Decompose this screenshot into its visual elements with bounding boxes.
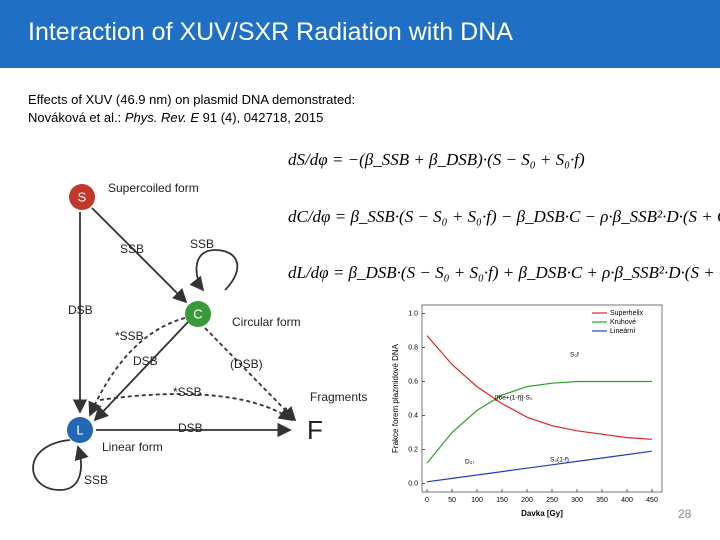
authors: Nováková et al.: — [28, 110, 125, 125]
node-label: S — [78, 189, 87, 204]
equation: dC/dφ = β_SSB·(S − S₀ + S₀·f) − β_DSB·C … — [288, 207, 720, 226]
plot-frame — [421, 304, 663, 493]
x-tick-label: 400 — [621, 497, 633, 504]
x-tick-label: 350 — [596, 497, 608, 504]
series-line — [426, 380, 652, 464]
node-circle — [69, 184, 95, 210]
plot: 0 50 100 150 200 250 300 350 400 450 0.0 0.2 0.4 0.6 0… — [391, 304, 663, 518]
node-caption: Linear form — [102, 440, 163, 454]
node-label: C — [193, 306, 202, 321]
arrows — [32, 207, 297, 491]
x-tick-label: 100 — [471, 497, 483, 504]
y-tick-label: 0.6 — [408, 378, 418, 385]
edge-label: (DSB) — [230, 357, 263, 371]
x-tick-label: 450 — [646, 497, 658, 504]
y-tick-label: 0.4 — [408, 412, 418, 419]
series-line — [426, 335, 653, 440]
edge-label: *SSB — [173, 385, 202, 399]
node-label: L — [76, 422, 83, 437]
node-caption: Circular form — [232, 315, 301, 329]
y-tick-label: 0.2 — [408, 446, 418, 453]
y-axis-label: Frakce forem plazmidové DNA — [391, 343, 400, 453]
x-tick-label: 250 — [546, 497, 558, 504]
title: Interaction of XUV/SXR Radiation with DN… — [28, 18, 513, 46]
y-tick-label: 0.8 — [408, 344, 418, 351]
edge-label: SSB — [120, 242, 144, 256]
x-tick-label: 200 — [521, 497, 533, 504]
legend-label: Superhelix — [610, 310, 644, 317]
node-caption: Fragments — [310, 390, 367, 404]
journal: Phys. Rev. E — [124, 110, 200, 125]
edge-label: *SSB — [115, 329, 144, 343]
edge-label: SSB — [190, 237, 214, 251]
header: Interaction of XUV/SXR Radiation with DN… — [0, 0, 720, 68]
node-label: F — [307, 415, 323, 445]
annotation: [fbe+(1-f)]·S₀ — [495, 395, 533, 402]
equation: dL/dφ = β_DSB·(S − S₀ + S₀·f) + β_DSB·C … — [288, 263, 720, 282]
annotation: S₀(1-f) — [550, 457, 569, 464]
ref-rest: 91 (4), 042718, 2015 — [199, 110, 324, 125]
x-tick-label: 0 — [425, 497, 429, 504]
edge-label: DSB — [68, 303, 93, 317]
x-tick-label: 50 — [448, 497, 456, 504]
edge-label: SSB — [84, 473, 108, 487]
intro-line: Effects of XUV (46.9 nm) on plasmid DNA … — [28, 92, 356, 107]
page-number: 28 — [678, 507, 692, 521]
x-axis-label: Davka [Gy] — [521, 509, 563, 518]
node-caption: Supercoiled form — [108, 181, 199, 195]
legend-label: Lineární — [610, 328, 635, 335]
y-tick-label: 0.0 — [408, 480, 418, 487]
y-tick-label: 1.0 — [408, 310, 418, 317]
legend-label: Kruhové — [610, 319, 636, 326]
edge-label: DSB — [133, 354, 158, 368]
x-tick-label: 300 — [571, 497, 583, 504]
node-circle — [67, 417, 93, 443]
annotation: S₀f — [570, 352, 579, 359]
annotation: D₃₇ — [465, 459, 475, 466]
node-circle — [185, 301, 211, 327]
series-line — [426, 450, 653, 483]
equation: dS/dφ = −(β_SSB + β_DSB)·(S − S₀ + S₀·f) — [288, 150, 585, 169]
x-tick-label: 150 — [496, 497, 508, 504]
reference: Nováková et al.: Phys. Rev. E 91 (4), 04… — [28, 110, 323, 125]
edge-label: DSB — [178, 421, 203, 435]
